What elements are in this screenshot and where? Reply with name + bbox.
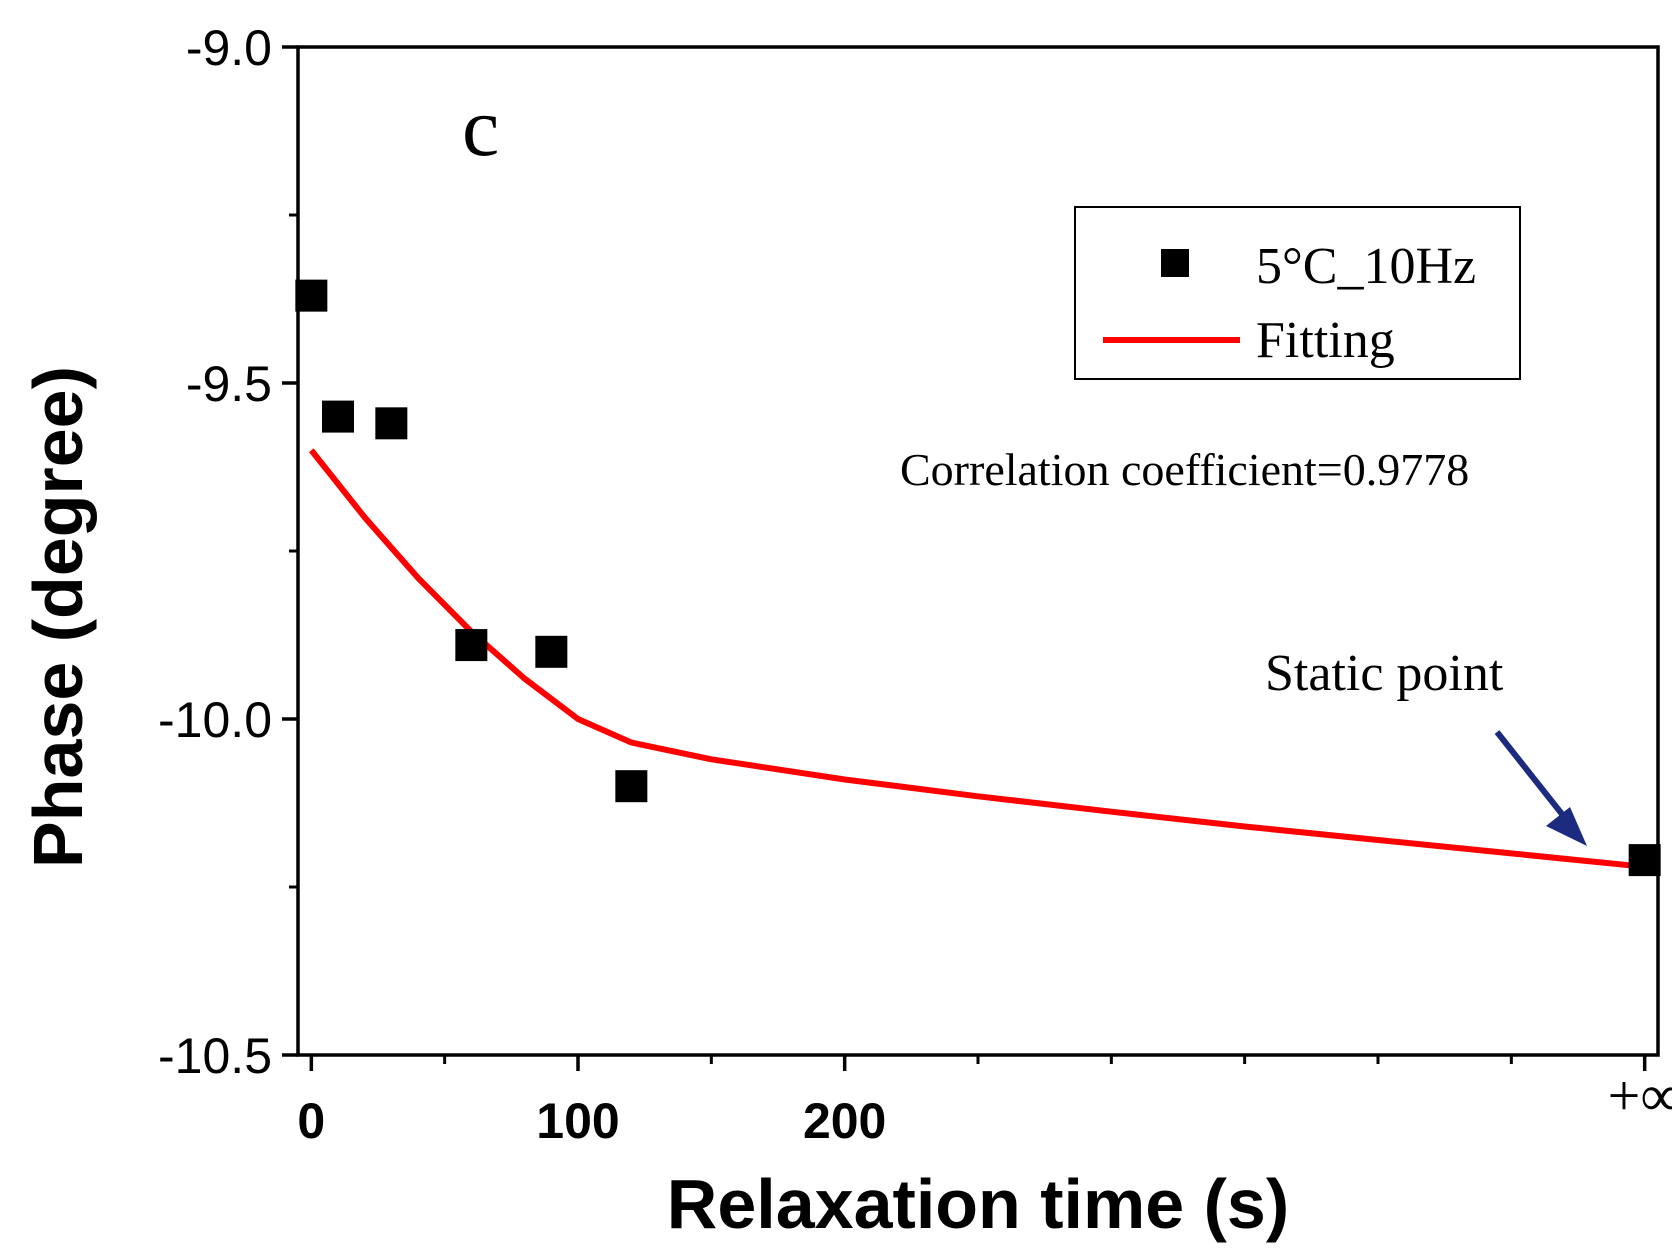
legend-marker-scatter [1161, 249, 1189, 277]
fitting-line [308, 448, 1645, 870]
static-point-label: Static point [1265, 645, 1504, 702]
data-point [375, 407, 408, 440]
y-axis-group: -9.0 -9.5 -10.0 -10.5 [158, 20, 298, 1084]
y-tick-label: -10.5 [158, 1028, 272, 1084]
series-group [295, 279, 1661, 877]
data-point [455, 629, 488, 662]
legend-label-fitting: Fitting [1256, 312, 1395, 369]
panel-label: c [462, 81, 499, 174]
x-tick-label: 100 [536, 1093, 619, 1149]
y-axis-title: Phase (degree) [19, 366, 97, 868]
data-point [615, 770, 648, 803]
data-point [1628, 844, 1661, 877]
x-tick-label: 0 [297, 1093, 325, 1149]
data-point [295, 279, 328, 312]
x-axis-group: 0 100 200 +∞ [297, 1055, 1672, 1149]
y-tick-label: -10.0 [158, 692, 272, 748]
legend-box [1074, 206, 1521, 380]
static-point-arrow [1494, 730, 1587, 846]
data-point [535, 635, 568, 668]
y-tick-label: -9.5 [186, 356, 272, 412]
x-axis-title: Relaxation time (s) [667, 1165, 1289, 1243]
correlation-annotation: Correlation coefficient=0.9778 [900, 444, 1469, 495]
plot-frame [296, 45, 1660, 1057]
data-point [322, 400, 354, 433]
legend-label-scatter: 5°C_10Hz [1256, 238, 1476, 295]
y-tick-label: -9.0 [186, 20, 272, 76]
x-tick-label: +∞ [1608, 1063, 1672, 1128]
x-tick-label: 200 [803, 1093, 886, 1149]
